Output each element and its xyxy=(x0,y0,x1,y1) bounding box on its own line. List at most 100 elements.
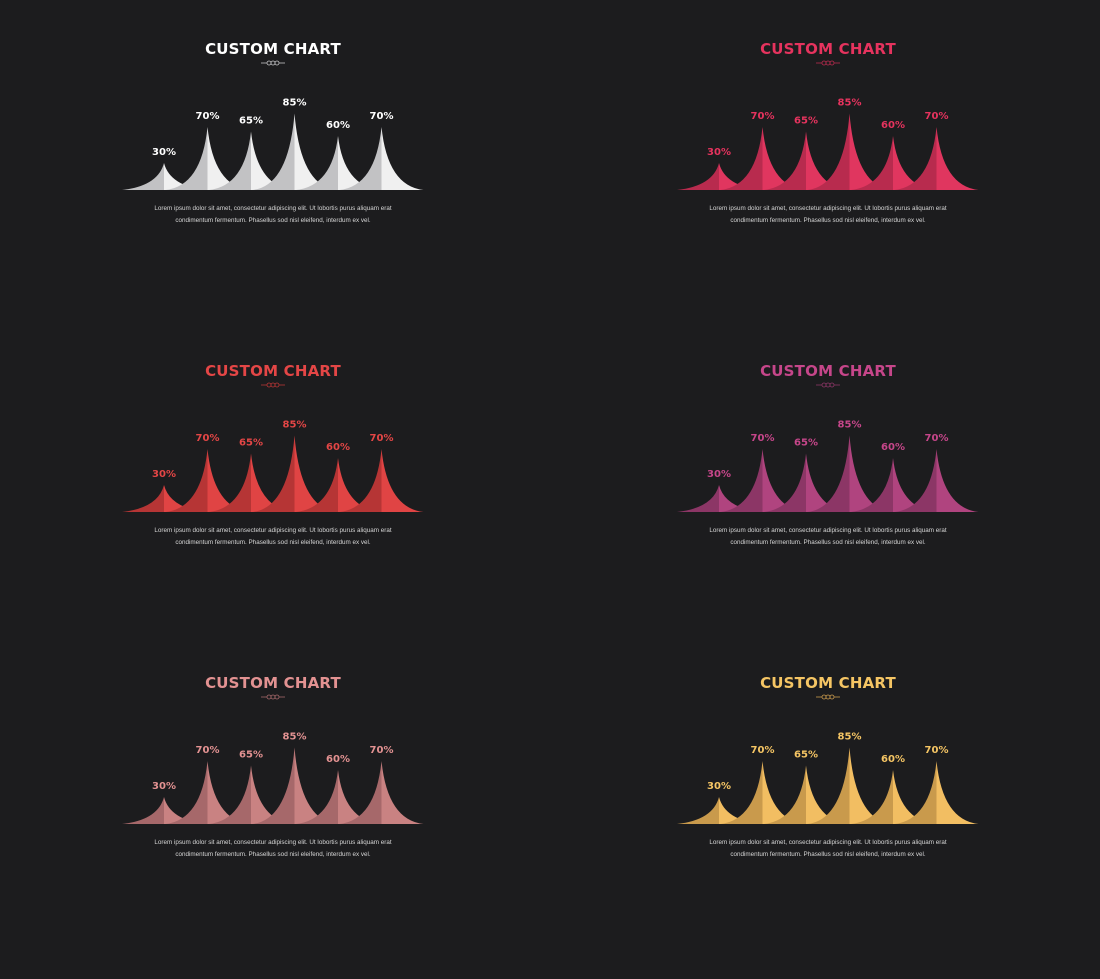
spike-right-face xyxy=(164,797,206,824)
spike-left-face xyxy=(339,761,382,824)
spike-right-face xyxy=(762,127,805,190)
spike-left-face xyxy=(894,127,937,190)
spike-1: 70% xyxy=(165,111,250,190)
spike-right-face xyxy=(806,453,848,512)
spike-right-face xyxy=(719,485,761,512)
spike-left-face xyxy=(252,113,295,190)
spike-0: 30% xyxy=(677,781,761,824)
spike-left-face xyxy=(122,163,164,190)
value-label: 65% xyxy=(239,116,263,127)
spike-right-face xyxy=(338,458,380,512)
spike-0: 30% xyxy=(122,781,206,824)
chart-title: CUSTOM CHART xyxy=(205,40,341,58)
spike-left-face xyxy=(296,136,338,190)
spike-left-face xyxy=(720,449,763,512)
chart-panel: CUSTOM CHART 30% 70% 65% 85% 60% 70% Lorem ip… xyxy=(63,40,483,280)
value-label: 60% xyxy=(881,442,905,453)
ornament-divider xyxy=(816,60,840,66)
spike-right-face xyxy=(849,747,892,824)
spike-3: 85% xyxy=(807,420,892,512)
value-label: 85% xyxy=(838,420,862,431)
spike-1: 70% xyxy=(720,111,805,190)
spike-right-face xyxy=(381,449,424,512)
spike-right-face xyxy=(936,761,979,824)
spike-left-face xyxy=(339,449,382,512)
spike-right-face xyxy=(936,127,979,190)
spike-left-face xyxy=(252,747,295,824)
spike-1: 70% xyxy=(165,745,250,824)
value-label: 70% xyxy=(196,433,220,444)
spike-right-face xyxy=(893,136,935,190)
description-line: Lorem ipsum dolor sit amet, consectetur … xyxy=(154,839,392,846)
value-label: 85% xyxy=(838,732,862,743)
spike-left-face xyxy=(165,761,208,824)
spike-left-face xyxy=(851,458,893,512)
spike-2: 65% xyxy=(764,116,848,190)
description-line: Lorem ipsum dolor sit amet, consectetur … xyxy=(154,205,392,212)
description-line: condimentum fermentum. Phasellus sod nis… xyxy=(730,851,926,858)
spike-right-face xyxy=(294,113,337,190)
spike-left-face xyxy=(764,131,806,190)
value-label: 70% xyxy=(925,433,949,444)
spike-3: 85% xyxy=(252,98,337,190)
spike-right-face xyxy=(936,449,979,512)
spike-right-face xyxy=(893,458,935,512)
spike-left-face xyxy=(807,747,850,824)
spike-right-face xyxy=(338,136,380,190)
spike-1: 70% xyxy=(165,433,250,512)
spike-left-face xyxy=(296,770,338,824)
spike-right-face xyxy=(719,797,761,824)
spike-5: 70% xyxy=(339,111,424,190)
spike-4: 60% xyxy=(296,120,380,190)
value-label: 70% xyxy=(751,111,775,122)
spike-right-face xyxy=(294,747,337,824)
spike-right-face xyxy=(381,761,424,824)
ornament-divider xyxy=(816,694,840,700)
spike-right-face xyxy=(338,770,380,824)
spike-right-face xyxy=(251,453,293,512)
description-line: Lorem ipsum dolor sit amet, consectetur … xyxy=(709,839,947,846)
description-line: condimentum fermentum. Phasellus sod nis… xyxy=(175,851,371,858)
spike-left-face xyxy=(122,797,164,824)
spike-right-face xyxy=(762,449,805,512)
spike-2: 65% xyxy=(764,750,848,824)
value-label: 60% xyxy=(326,442,350,453)
chart-title: CUSTOM CHART xyxy=(205,362,341,380)
spike-0: 30% xyxy=(677,469,761,512)
spike-right-face xyxy=(207,449,250,512)
value-label: 70% xyxy=(370,745,394,756)
spike-right-face xyxy=(207,761,250,824)
value-label: 85% xyxy=(838,98,862,109)
spike-2: 65% xyxy=(209,116,293,190)
value-label: 65% xyxy=(794,750,818,761)
chart-panel: CUSTOM CHART 30% 70% 65% 85% 60% 70% Lorem ip… xyxy=(63,362,483,602)
chart-panel: CUSTOM CHART 30% 70% 65% 85% 60% 70% Lorem ip… xyxy=(618,40,1038,280)
spike-right-face xyxy=(849,113,892,190)
value-label: 85% xyxy=(283,420,307,431)
spike-left-face xyxy=(894,761,937,824)
spike-chart: 30% 70% 65% 85% 60% 70% xyxy=(122,98,424,190)
value-label: 60% xyxy=(881,754,905,765)
value-label: 70% xyxy=(751,745,775,756)
spike-right-face xyxy=(381,127,424,190)
value-label: 85% xyxy=(283,98,307,109)
spike-chart: 30% 70% 65% 85% 60% 70% xyxy=(677,732,979,824)
spike-right-face xyxy=(849,435,892,512)
spike-1: 70% xyxy=(720,433,805,512)
spike-5: 70% xyxy=(894,745,979,824)
ornament-divider xyxy=(816,382,840,388)
value-label: 70% xyxy=(925,745,949,756)
spike-3: 85% xyxy=(252,732,337,824)
spike-left-face xyxy=(764,765,806,824)
value-label: 70% xyxy=(370,433,394,444)
ornament-divider xyxy=(261,60,285,66)
value-label: 70% xyxy=(925,111,949,122)
description-line: condimentum fermentum. Phasellus sod nis… xyxy=(175,539,371,546)
value-label: 70% xyxy=(196,745,220,756)
spike-left-face xyxy=(339,127,382,190)
spike-4: 60% xyxy=(851,442,935,512)
spike-left-face xyxy=(677,797,719,824)
spike-left-face xyxy=(720,127,763,190)
spike-left-face xyxy=(165,127,208,190)
chart-panel: CUSTOM CHART 30% 70% 65% 85% 60% 70% Lorem ip… xyxy=(618,674,1038,914)
